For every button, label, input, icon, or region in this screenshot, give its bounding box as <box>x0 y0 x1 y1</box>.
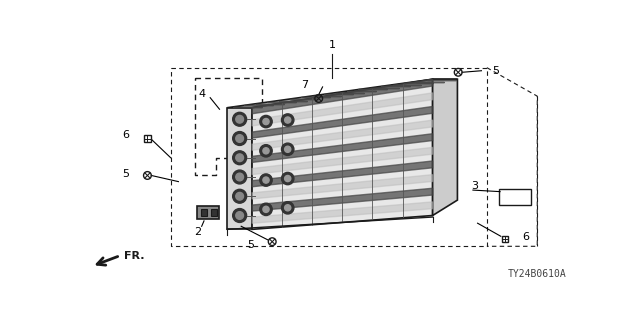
Polygon shape <box>252 175 433 199</box>
Polygon shape <box>252 147 433 175</box>
Circle shape <box>236 212 244 219</box>
Circle shape <box>282 172 294 185</box>
Circle shape <box>285 175 291 182</box>
Circle shape <box>285 117 291 123</box>
Circle shape <box>236 116 244 123</box>
Text: 6: 6 <box>123 131 129 140</box>
Circle shape <box>233 151 246 165</box>
Circle shape <box>260 145 272 157</box>
Circle shape <box>260 116 272 128</box>
Text: 1: 1 <box>328 40 335 50</box>
Text: TY24B0610A: TY24B0610A <box>508 269 566 279</box>
Polygon shape <box>252 79 433 114</box>
Circle shape <box>263 206 269 212</box>
Text: 7: 7 <box>301 80 308 90</box>
Circle shape <box>285 146 291 152</box>
Text: 2: 2 <box>194 228 202 237</box>
Polygon shape <box>252 188 433 211</box>
Text: 5: 5 <box>248 240 254 250</box>
Bar <box>499 188 531 205</box>
Circle shape <box>236 135 244 142</box>
Text: 6: 6 <box>522 232 529 242</box>
Polygon shape <box>252 202 433 223</box>
Bar <box>201 209 207 216</box>
Polygon shape <box>227 108 252 229</box>
Polygon shape <box>433 79 458 215</box>
Circle shape <box>233 112 246 126</box>
Circle shape <box>233 209 246 222</box>
Circle shape <box>282 114 294 126</box>
Text: 5: 5 <box>123 169 129 179</box>
Circle shape <box>282 143 294 156</box>
Circle shape <box>263 118 269 124</box>
Circle shape <box>282 202 294 214</box>
Bar <box>211 209 217 216</box>
Circle shape <box>260 174 272 186</box>
Bar <box>145 135 150 141</box>
Circle shape <box>260 203 272 215</box>
Text: FR.: FR. <box>124 251 145 261</box>
Circle shape <box>233 132 246 145</box>
Circle shape <box>236 154 244 162</box>
Polygon shape <box>252 93 433 126</box>
Circle shape <box>233 170 246 184</box>
Polygon shape <box>252 161 433 187</box>
Circle shape <box>233 189 246 203</box>
Text: 5: 5 <box>492 66 499 76</box>
Polygon shape <box>252 134 433 163</box>
Circle shape <box>263 177 269 183</box>
Circle shape <box>236 173 244 181</box>
Polygon shape <box>252 120 433 150</box>
Text: 4: 4 <box>199 89 206 99</box>
Bar <box>502 236 508 242</box>
Polygon shape <box>227 79 458 108</box>
Circle shape <box>236 192 244 200</box>
Text: 3: 3 <box>471 181 478 191</box>
Circle shape <box>285 205 291 211</box>
Circle shape <box>263 148 269 154</box>
Polygon shape <box>252 107 433 138</box>
Polygon shape <box>252 79 433 229</box>
Bar <box>197 206 219 219</box>
